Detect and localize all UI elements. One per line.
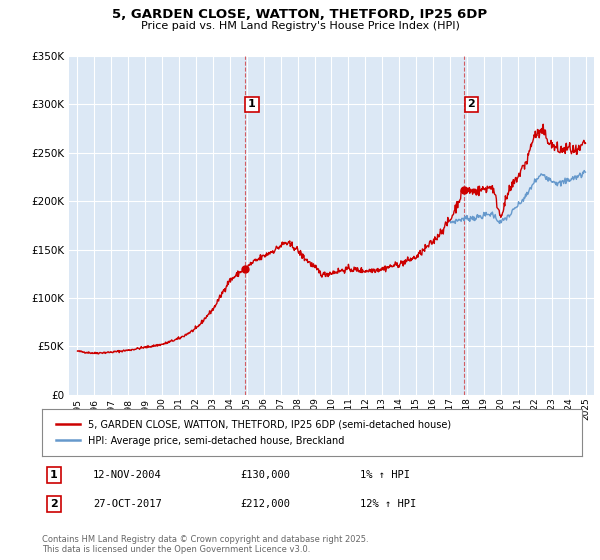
Text: Contains HM Land Registry data © Crown copyright and database right 2025.
This d: Contains HM Land Registry data © Crown c…: [42, 535, 368, 554]
Text: 1: 1: [50, 470, 58, 480]
Text: 1: 1: [248, 100, 256, 109]
Text: 12% ↑ HPI: 12% ↑ HPI: [360, 499, 416, 509]
Text: £130,000: £130,000: [240, 470, 290, 480]
Text: 12-NOV-2004: 12-NOV-2004: [93, 470, 162, 480]
Text: 1% ↑ HPI: 1% ↑ HPI: [360, 470, 410, 480]
Text: Price paid vs. HM Land Registry's House Price Index (HPI): Price paid vs. HM Land Registry's House …: [140, 21, 460, 31]
Text: 27-OCT-2017: 27-OCT-2017: [93, 499, 162, 509]
Text: 2: 2: [50, 499, 58, 509]
Legend: 5, GARDEN CLOSE, WATTON, THETFORD, IP25 6DP (semi-detached house), HPI: Average : 5, GARDEN CLOSE, WATTON, THETFORD, IP25 …: [52, 416, 455, 450]
Text: 2: 2: [467, 100, 475, 109]
Text: £212,000: £212,000: [240, 499, 290, 509]
Text: 5, GARDEN CLOSE, WATTON, THETFORD, IP25 6DP: 5, GARDEN CLOSE, WATTON, THETFORD, IP25 …: [112, 8, 488, 21]
